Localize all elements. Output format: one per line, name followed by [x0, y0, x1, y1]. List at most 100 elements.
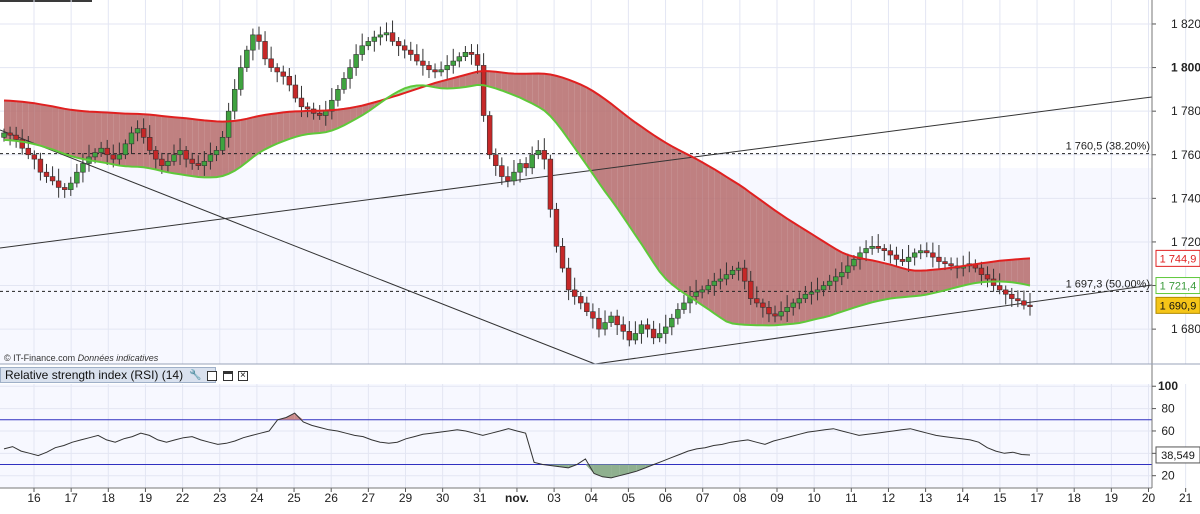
- moving-average-band: [550, 74, 557, 124]
- candle-body: [298, 97, 305, 108]
- moving-average-band: [465, 73, 472, 87]
- candle-body: [984, 274, 991, 280]
- x-tick-label: 29: [399, 491, 413, 505]
- x-tick-label: 19: [139, 491, 153, 505]
- candle-body: [1015, 298, 1021, 302]
- x-tick-label: 05: [622, 491, 636, 505]
- rsi-value-tag: 38,549: [1161, 450, 1195, 462]
- source-credit: © IT-Finance.com Données indicatives: [4, 353, 158, 363]
- moving-average-band: [677, 149, 684, 294]
- moving-average-band: [453, 76, 460, 89]
- moving-average-band: [793, 222, 800, 324]
- candle-body: [238, 67, 244, 90]
- moving-average-band: [22, 101, 29, 143]
- candle-body: [231, 89, 238, 112]
- x-tick-label: 12: [882, 491, 896, 505]
- moving-average-band: [629, 118, 636, 236]
- moving-average-band: [289, 111, 296, 139]
- candle-body: [68, 182, 74, 190]
- moving-average-band: [520, 73, 527, 101]
- moving-average-band: [34, 103, 41, 146]
- candle-body: [1027, 304, 1033, 307]
- x-tick-label: 19: [1105, 491, 1119, 505]
- candle-body: [329, 99, 335, 112]
- moving-average-band: [568, 79, 575, 148]
- moving-average-band: [556, 75, 563, 131]
- candle-body: [486, 115, 493, 156]
- rsi-y-tick-label: 60: [1161, 424, 1175, 438]
- rsi-overbought-fill: [294, 413, 304, 420]
- moving-average-band: [495, 71, 502, 91]
- candle-body: [924, 250, 930, 254]
- moving-average-band: [775, 210, 782, 326]
- red-ma-value-tag-bg: [1155, 249, 1200, 267]
- x-tick-label: 03: [547, 491, 561, 505]
- candle-body: [626, 331, 633, 341]
- x-tick-label: 27: [362, 491, 376, 505]
- candle-body: [571, 289, 578, 297]
- x-tick-label: 04: [585, 491, 599, 505]
- close-icon[interactable]: ×: [237, 370, 248, 381]
- candle-body: [383, 32, 390, 36]
- candle-body: [930, 252, 936, 258]
- candle-body: [122, 143, 129, 156]
- candle-body: [978, 267, 985, 275]
- candle-body: [304, 106, 311, 110]
- moving-average-band: [161, 115, 168, 173]
- rsi-oversold-fill: [593, 464, 603, 477]
- moving-average-band: [726, 176, 733, 324]
- candle-body: [814, 289, 821, 293]
- moving-average-band: [192, 118, 199, 177]
- y-tick-label: 1 820: [1171, 17, 1200, 31]
- candle-body: [553, 208, 560, 247]
- moving-average-band: [805, 230, 812, 322]
- candle-body: [365, 41, 371, 47]
- candle-body: [735, 267, 742, 271]
- moving-average-band: [611, 103, 618, 209]
- x-tick-label: 06: [659, 491, 673, 505]
- candle-body: [377, 34, 384, 38]
- candle-body: [863, 248, 869, 254]
- candle-body: [638, 324, 645, 334]
- rsi-oversold-fill: [611, 464, 620, 478]
- moving-average-band: [16, 101, 23, 142]
- rsi-oversold-fill: [636, 464, 646, 472]
- maximize-icon[interactable]: [222, 370, 233, 381]
- y-tick-label: 1 720: [1171, 235, 1200, 249]
- rsi-panel-header[interactable]: Relative strength index (RSI) (14) 🔧 ×: [0, 367, 248, 383]
- candle-body: [286, 75, 293, 86]
- candle-body: [905, 256, 912, 262]
- moving-average-band: [459, 74, 466, 88]
- candle-body: [663, 326, 669, 334]
- candle-body: [820, 285, 827, 291]
- candle-body: [414, 54, 420, 62]
- candle-body: [159, 158, 165, 166]
- candle-body: [177, 150, 183, 156]
- moving-average-band: [1011, 259, 1018, 284]
- candle-body: [918, 250, 924, 254]
- candle-body: [98, 147, 104, 153]
- candle-body: [201, 160, 208, 166]
- candle-body: [711, 280, 718, 286]
- candle-body: [748, 280, 754, 299]
- candle-body: [55, 180, 62, 188]
- candle-body: [116, 154, 123, 160]
- moving-average-band: [574, 82, 581, 157]
- candle-body: [1003, 289, 1009, 295]
- moving-average-band: [823, 241, 830, 318]
- candle-body: [608, 315, 614, 323]
- x-tick-label: 24: [250, 491, 264, 505]
- moving-average-band: [52, 106, 59, 152]
- x-tick-label: 30: [436, 491, 450, 505]
- restore-icon[interactable]: [207, 370, 218, 381]
- wrench-icon[interactable]: 🔧: [189, 369, 202, 381]
- moving-average-band: [714, 169, 721, 318]
- top-left-marker: [0, 0, 92, 2]
- moving-average-band: [180, 117, 187, 176]
- moving-average-band: [210, 120, 217, 178]
- rising-trendline-lower: [594, 284, 1153, 365]
- candle-body: [675, 309, 681, 319]
- moving-average-band: [580, 84, 587, 166]
- moving-average-band: [64, 108, 71, 156]
- candle-body: [256, 34, 262, 42]
